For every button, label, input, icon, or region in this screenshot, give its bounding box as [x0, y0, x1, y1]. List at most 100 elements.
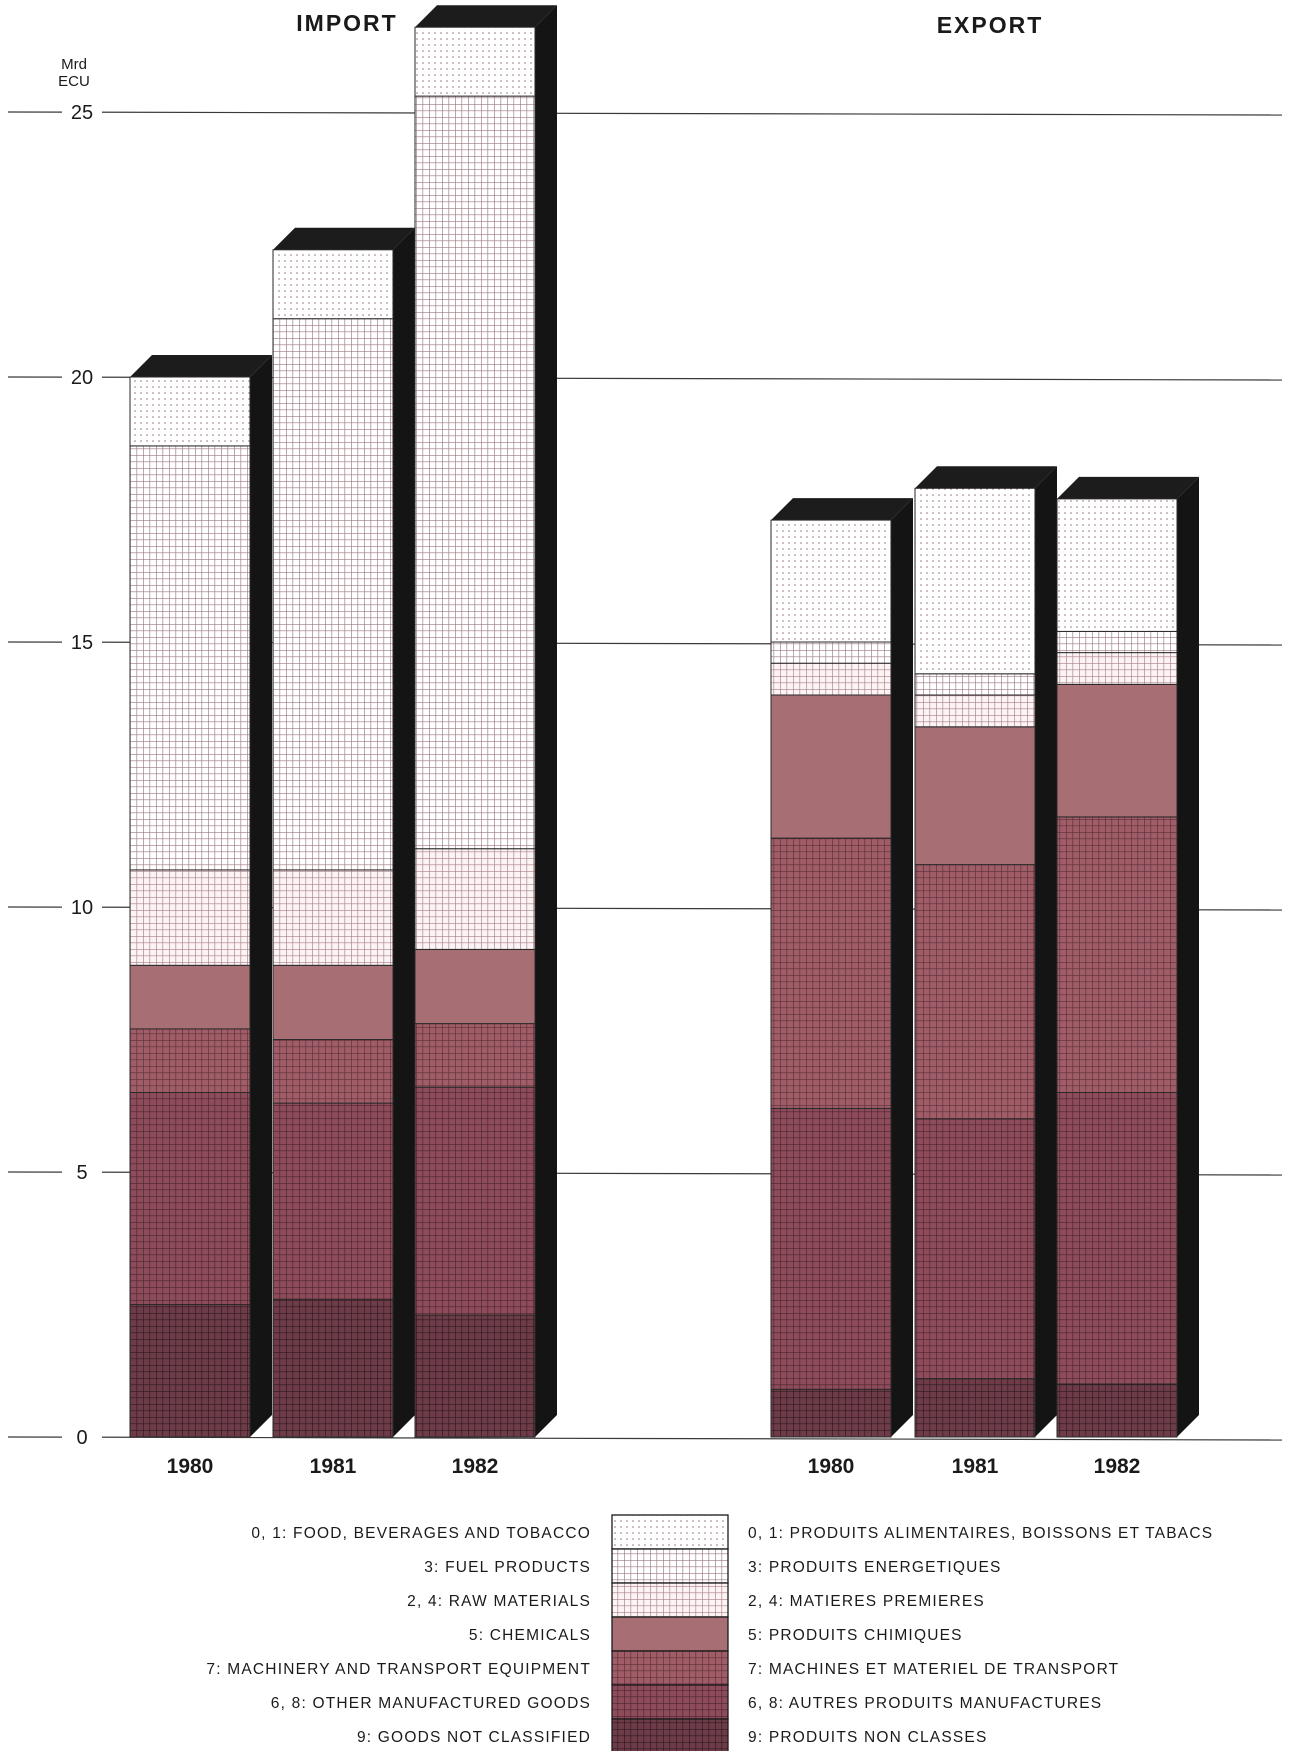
y-tick-10: 10	[71, 897, 93, 919]
legend-item-s9: 9: GOODS NOT CLASSIFIED 9: PRODUITS NON C…	[357, 1718, 987, 1751]
segment-s9-1982	[1056, 1383, 1178, 1438]
segment-s9-1980	[770, 1388, 892, 1438]
segment-s01-1980	[129, 376, 251, 447]
bar-side	[535, 5, 557, 1438]
import-title: IMPORT	[296, 10, 397, 36]
legend-label-en: 0, 1: FOOD, BEVERAGES AND TOBACCO	[251, 1525, 591, 1542]
segment-s24-1980	[770, 662, 892, 696]
legend-label-fr: 5: PRODUITS CHIMIQUES	[748, 1627, 963, 1644]
legend-swatch	[611, 1684, 729, 1720]
bar-side	[1035, 466, 1057, 1437]
bar-side	[393, 227, 415, 1437]
bar-side	[891, 498, 913, 1438]
segment-s01-1982	[414, 26, 536, 97]
segment-s7-1981	[272, 1039, 394, 1104]
legend-label-fr: 0, 1: PRODUITS ALIMENTAIRES, BOISSONS ET…	[748, 1525, 1213, 1542]
bar-top	[915, 466, 1057, 489]
legend-label-fr: 9: PRODUITS NON CLASSES	[748, 1729, 987, 1746]
segment-s5-1980	[129, 964, 251, 1030]
segment-s5-1980	[770, 694, 892, 839]
segment-s9-1981	[914, 1378, 1036, 1438]
segment-s9-1980	[129, 1304, 251, 1438]
segment-s24-1980	[129, 869, 251, 966]
segment-s3-1980	[129, 445, 251, 871]
segment-s7-1980	[129, 1028, 251, 1094]
bar-side	[250, 355, 272, 1437]
legend-label-fr: 2, 4: MATIERES PREMIERES	[748, 1593, 985, 1610]
y-tick-25: 25	[71, 102, 93, 124]
bar-top	[273, 227, 415, 250]
legend-label-en: 5: CHEMICALS	[469, 1627, 591, 1644]
segment-s3-1982	[1056, 630, 1178, 654]
x-tick-import-1982: 1982	[452, 1455, 499, 1478]
legend-label-en: 3: FUEL PRODUCTS	[424, 1559, 591, 1576]
segment-s7-1982	[414, 1023, 536, 1088]
segment-s5-1982	[414, 948, 536, 1025]
legend-item-s7: 7: MACHINERY AND TRANSPORT EQUIPMENT 7: M…	[206, 1650, 1119, 1686]
segment-s01-1981	[272, 249, 394, 320]
segment-s68-1982	[414, 1086, 536, 1316]
legend-label-en: 2, 4: RAW MATERIALS	[407, 1593, 591, 1610]
segment-s7-1982	[1056, 816, 1178, 1094]
legend-item-s24: 2, 4: RAW MATERIALS 2, 4: MATIERES PREMIE…	[407, 1582, 985, 1618]
legend-swatch	[611, 1718, 729, 1751]
unit-label-line2: ECU	[58, 73, 90, 90]
legend-item-s3: 3: FUEL PRODUCTS 3: PRODUITS ENERGETIQUES	[424, 1548, 1002, 1584]
legend-swatch	[611, 1650, 729, 1686]
gridline-25	[7, 111, 1283, 116]
bar-top	[415, 5, 557, 28]
bar-import-1981	[272, 227, 415, 1438]
legend-swatch	[611, 1616, 729, 1652]
legend-item-s68: 6, 8: OTHER MANUFACTURED GOODS 6, 8: AUTR…	[271, 1684, 1102, 1720]
segment-s7-1980	[770, 837, 892, 1109]
bar-side	[1177, 476, 1199, 1437]
legend-item-s01: 0, 1: FOOD, BEVERAGES AND TOBACCO 0, 1: P…	[251, 1514, 1213, 1550]
bar-top	[1057, 476, 1199, 499]
x-tick-import-1981: 1981	[310, 1455, 357, 1478]
legend-swatch	[611, 1548, 729, 1584]
y-tick-20: 20	[71, 367, 93, 389]
bar-import-1980	[129, 355, 272, 1438]
legend-label-fr: 3: PRODUITS ENERGETIQUES	[748, 1559, 1002, 1576]
legend-item-s5: 5: CHEMICALS 5: PRODUITS CHIMIQUES	[469, 1616, 963, 1652]
segment-s01-1980	[770, 519, 892, 643]
legend-label-en: 6, 8: OTHER MANUFACTURED GOODS	[271, 1695, 591, 1712]
segment-s68-1981	[272, 1102, 394, 1300]
segment-s68-1980	[129, 1092, 251, 1305]
segment-s68-1980	[770, 1107, 892, 1390]
segment-s3-1980	[770, 641, 892, 664]
segment-s01-1982	[1056, 498, 1178, 632]
x-tick-export-1981: 1981	[952, 1455, 999, 1478]
segment-s5-1981	[272, 964, 394, 1040]
legend-swatch	[611, 1582, 729, 1618]
bar-export-1980	[770, 498, 913, 1438]
segment-s7-1981	[914, 864, 1036, 1120]
bar-export-1982	[1056, 476, 1199, 1438]
segment-s3-1981	[272, 318, 394, 871]
legend-label-fr: 7: MACHINES ET MATERIEL DE TRANSPORT	[748, 1661, 1119, 1678]
x-tick-export-1982: 1982	[1094, 1455, 1141, 1478]
segment-s5-1982	[1056, 683, 1178, 818]
legend-label-en: 7: MACHINERY AND TRANSPORT EQUIPMENT	[206, 1661, 591, 1678]
bar-top	[771, 498, 913, 521]
unit-label-line1: Mrd	[61, 56, 87, 73]
bar-export-1981	[914, 466, 1057, 1438]
segment-s24-1981	[272, 869, 394, 966]
segment-s68-1981	[914, 1118, 1036, 1380]
x-tick-export-1980: 1980	[808, 1455, 855, 1478]
export-title: EXPORT	[937, 12, 1044, 38]
segment-s68-1982	[1056, 1092, 1178, 1385]
bar-top	[130, 355, 272, 377]
segment-s3-1982	[414, 95, 536, 850]
segment-s24-1982	[414, 848, 536, 950]
y-tick-5: 5	[76, 1162, 87, 1184]
y-tick-0: 0	[76, 1427, 87, 1449]
segment-s9-1982	[414, 1314, 536, 1438]
segment-s01-1981	[914, 487, 1036, 675]
legend-label-en: 9: GOODS NOT CLASSIFIED	[357, 1729, 591, 1746]
segment-s5-1981	[914, 726, 1036, 866]
legend-swatch	[611, 1514, 729, 1550]
legend-label-fr: 6, 8: AUTRES PRODUITS MANUFACTURES	[748, 1695, 1102, 1712]
segment-s9-1981	[272, 1298, 394, 1438]
y-tick-15: 15	[71, 632, 93, 654]
